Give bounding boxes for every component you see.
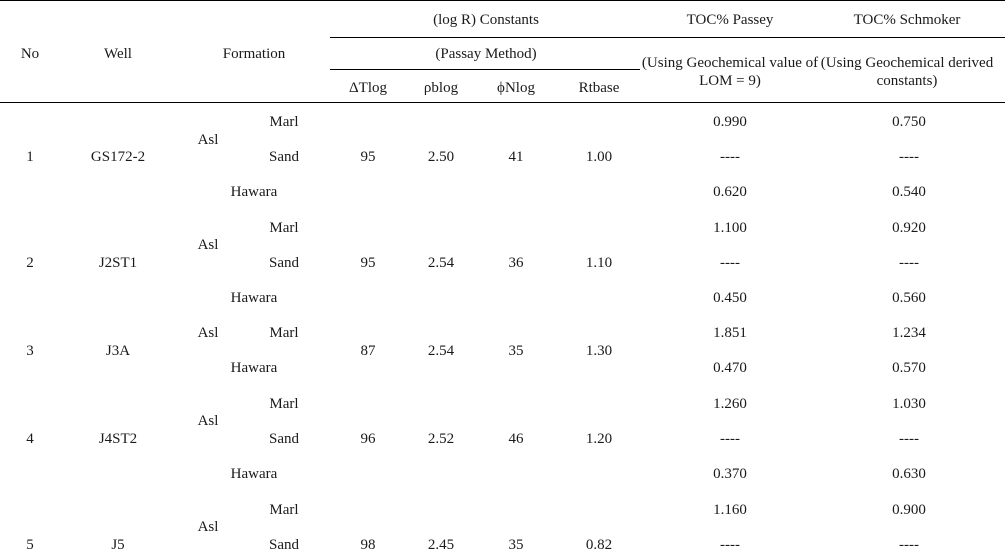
row-schmoker-sand: ----: [899, 255, 919, 271]
row-marl: Marl: [269, 114, 299, 130]
row-pblog: 2.54: [427, 343, 455, 359]
row-marl: Marl: [269, 502, 299, 518]
row-schmoker-sand: ----: [899, 149, 919, 165]
row-dtlog: 96: [360, 431, 376, 447]
row-dtlog: 95: [360, 149, 376, 165]
row-marl: Marl: [269, 220, 299, 236]
row-passey-sand: ----: [720, 255, 740, 271]
row-hawara: Hawara: [230, 290, 278, 306]
row-sand: Sand: [269, 149, 299, 165]
row-phinlog: 36: [508, 255, 524, 271]
row-well: J5: [111, 537, 125, 553]
row-no: 1: [26, 149, 34, 165]
row-schmoker-marl: 0.750: [892, 114, 926, 130]
row-schmoker-hawara: 0.540: [892, 184, 926, 200]
row-schmoker-hawara: 0.570: [892, 360, 926, 376]
header-constants: (log R) Constants: [433, 12, 539, 28]
row-pblog: 2.50: [427, 149, 455, 165]
constants-rule: [330, 37, 1005, 38]
row-sand: Sand: [269, 255, 299, 271]
header-formation: Formation: [222, 46, 286, 62]
row-dtlog: 95: [360, 255, 376, 271]
header-rtbase: Rtbase: [578, 80, 620, 96]
row-rtbase: 1.20: [585, 431, 613, 447]
row-marl: Marl: [269, 325, 299, 341]
row-passey-hawara: 0.450: [713, 290, 747, 306]
row-asl: Asl: [197, 413, 219, 429]
header-bottom-rule: [0, 102, 1005, 103]
row-marl: Marl: [269, 396, 299, 412]
row-schmoker-hawara: 0.630: [892, 466, 926, 482]
header-passay-method: (Passay Method): [435, 46, 537, 62]
header-dtlog: ΔTlog: [349, 80, 387, 96]
row-pblog: 2.45: [427, 537, 455, 553]
header-toc-passey: TOC% Passey: [686, 12, 774, 28]
row-well: J2ST1: [98, 255, 138, 271]
row-no: 4: [26, 431, 34, 447]
row-phinlog: 35: [508, 537, 524, 553]
row-passey-sand: ----: [720, 537, 740, 553]
header-well: Well: [104, 46, 132, 62]
row-passey-marl: 0.990: [713, 114, 747, 130]
method-rule: [330, 69, 640, 70]
row-rtbase: 1.10: [585, 255, 613, 271]
row-schmoker-sand: ----: [899, 537, 919, 553]
row-sand: Sand: [269, 537, 299, 553]
row-passey-hawara: 0.470: [713, 360, 747, 376]
row-well: J3A: [105, 343, 131, 359]
row-well: GS172-2: [90, 149, 146, 165]
row-hawara: Hawara: [230, 360, 278, 376]
row-dtlog: 87: [360, 343, 376, 359]
header-pblog: ρblog: [423, 80, 459, 96]
header-toc-schmoker: TOC% Schmoker: [853, 12, 961, 28]
row-passey-marl: 1.160: [713, 502, 747, 518]
header-no: No: [20, 46, 40, 62]
header-toc-schmoker-sub: (Using Geochemical derived constants): [820, 55, 994, 89]
row-no: 3: [26, 343, 34, 359]
row-rtbase: 1.00: [585, 149, 613, 165]
row-schmoker-marl: 1.234: [892, 325, 926, 341]
row-no: 5: [26, 537, 34, 553]
row-no: 2: [26, 255, 34, 271]
row-sand: Sand: [269, 431, 299, 447]
row-schmoker-hawara: 0.560: [892, 290, 926, 306]
row-asl: Asl: [197, 325, 219, 341]
row-dtlog: 98: [360, 537, 376, 553]
row-hawara: Hawara: [230, 184, 278, 200]
row-schmoker-marl: 1.030: [892, 396, 926, 412]
row-phinlog: 46: [508, 431, 524, 447]
row-passey-hawara: 0.370: [713, 466, 747, 482]
row-passey-sand: ----: [720, 431, 740, 447]
row-asl: Asl: [197, 519, 219, 535]
header-toc-passey-sub: (Using Geochemical value of LOM = 9): [641, 55, 819, 89]
row-passey-marl: 1.100: [713, 220, 747, 236]
row-passey-hawara: 0.620: [713, 184, 747, 200]
top-rule: [0, 0, 1005, 1]
row-asl: Asl: [197, 237, 219, 253]
row-pblog: 2.52: [427, 431, 455, 447]
header-phinlog: ϕNlog: [497, 80, 535, 96]
row-rtbase: 0.82: [585, 537, 613, 553]
row-phinlog: 35: [508, 343, 524, 359]
row-schmoker-marl: 0.920: [892, 220, 926, 236]
row-hawara: Hawara: [230, 466, 278, 482]
row-passey-marl: 1.260: [713, 396, 747, 412]
row-asl: Asl: [197, 132, 219, 148]
row-rtbase: 1.30: [585, 343, 613, 359]
row-phinlog: 41: [508, 149, 524, 165]
row-passey-sand: ----: [720, 149, 740, 165]
row-schmoker-marl: 0.900: [892, 502, 926, 518]
row-passey-marl: 1.851: [713, 325, 747, 341]
row-schmoker-sand: ----: [899, 431, 919, 447]
row-well: J4ST2: [98, 431, 138, 447]
row-pblog: 2.54: [427, 255, 455, 271]
